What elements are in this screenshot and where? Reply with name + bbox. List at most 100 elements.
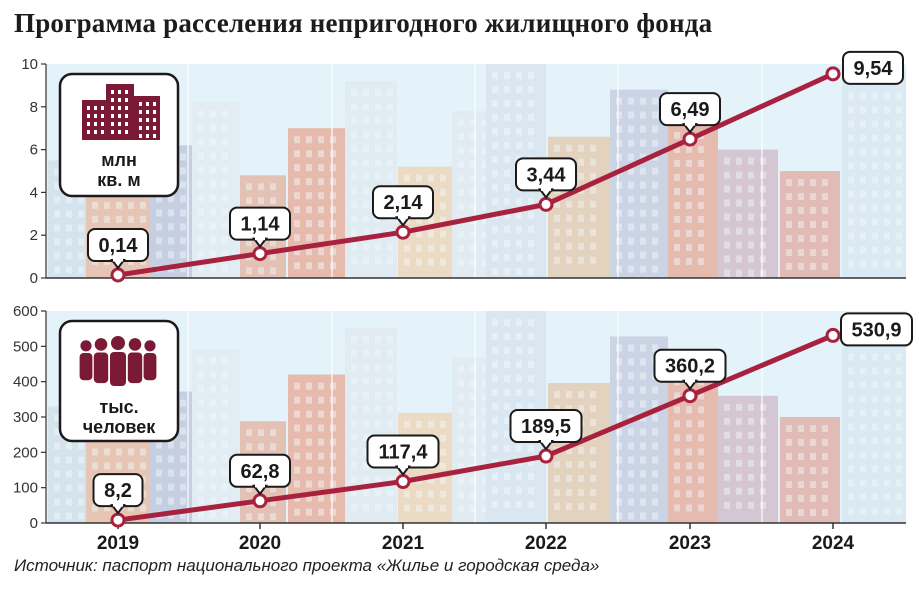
building-window: [896, 120, 902, 128]
building-window: [872, 246, 878, 254]
building-window: [810, 263, 816, 270]
building-window: [330, 480, 336, 488]
building-window: [578, 242, 584, 250]
building-window: [736, 227, 742, 235]
building-window: [872, 92, 878, 100]
building-window: [566, 144, 572, 152]
building-window: [860, 134, 866, 142]
building-window: [640, 223, 646, 231]
y-tick-label: 600: [13, 303, 38, 320]
building-window: [318, 248, 324, 256]
building-window: [492, 128, 498, 135]
building-window: [66, 512, 72, 520]
building-window: [101, 130, 104, 134]
building-window: [628, 167, 634, 175]
building-window: [652, 414, 658, 422]
building-window: [416, 420, 422, 428]
building-window: [78, 498, 84, 506]
building-window: [884, 134, 890, 142]
building-window: [640, 372, 646, 380]
building-window: [528, 114, 534, 121]
building-window: [458, 365, 464, 373]
building-window: [375, 243, 381, 251]
person-head: [111, 336, 125, 350]
building-window: [470, 435, 476, 443]
building-window: [686, 215, 692, 223]
building-window: [896, 162, 902, 170]
building-window: [504, 114, 510, 121]
building-window: [94, 114, 97, 118]
building-window: [748, 487, 754, 495]
building-window: [387, 377, 393, 385]
building-window: [180, 483, 186, 491]
building-window: [404, 490, 410, 498]
building-window: [146, 126, 149, 130]
building-window: [387, 475, 393, 483]
building-window: [640, 167, 646, 175]
building-window: [652, 456, 658, 464]
building-window: [896, 381, 902, 389]
building-window: [492, 240, 498, 247]
building-window: [724, 227, 730, 235]
building-window: [210, 250, 216, 258]
building-window: [270, 513, 276, 521]
building-window: [318, 164, 324, 172]
building: [842, 317, 906, 523]
data-label: 6,49: [659, 92, 721, 134]
building-window: [222, 441, 228, 449]
building-window: [270, 253, 276, 261]
building-window: [872, 134, 878, 142]
building-window: [628, 139, 634, 147]
data-point: [252, 493, 268, 509]
building-window: [180, 413, 186, 421]
x-tick-label: 2022: [525, 533, 567, 554]
building-window: [111, 98, 114, 102]
data-label-text: 0,14: [99, 235, 139, 257]
building-window: [896, 218, 902, 226]
building-window: [458, 175, 464, 183]
building-window: [458, 505, 464, 513]
unit-label-line-2: человек: [83, 417, 156, 437]
building-window: [810, 207, 816, 214]
building-window: [616, 512, 622, 520]
building-window: [590, 200, 596, 208]
building-window: [258, 197, 264, 205]
building-window: [470, 407, 476, 415]
building-window: [351, 489, 357, 497]
building-window: [482, 203, 488, 211]
building: [842, 70, 906, 278]
building-window: [860, 409, 866, 417]
building-window: [872, 176, 878, 184]
building-window: [628, 125, 634, 133]
y-tick-label: 0: [30, 270, 38, 287]
building-window: [198, 236, 204, 244]
building-window: [896, 423, 902, 431]
building-window: [139, 102, 142, 106]
building-window: [351, 391, 357, 399]
building-window: [590, 144, 596, 152]
data-label-text: 62,8: [241, 461, 280, 483]
building-window: [351, 243, 357, 251]
data-point: [395, 224, 411, 240]
building-window: [482, 435, 488, 443]
building-window: [640, 265, 646, 273]
building-window: [810, 193, 816, 200]
building-window: [482, 365, 488, 373]
building-window: [101, 122, 104, 126]
building-window: [652, 251, 658, 259]
building-window: [884, 367, 890, 375]
building-window: [616, 386, 622, 394]
building-window: [748, 431, 754, 439]
building-window: [616, 442, 622, 450]
building-window: [860, 176, 866, 184]
building-window: [210, 357, 216, 365]
building-window: [748, 241, 754, 249]
building-window: [222, 455, 228, 463]
building-window: [92, 201, 98, 209]
building-window: [736, 199, 742, 207]
building-window: [198, 441, 204, 449]
data-point: [825, 66, 841, 82]
building-window: [504, 100, 510, 107]
building-window: [198, 483, 204, 491]
building-window: [125, 106, 128, 110]
